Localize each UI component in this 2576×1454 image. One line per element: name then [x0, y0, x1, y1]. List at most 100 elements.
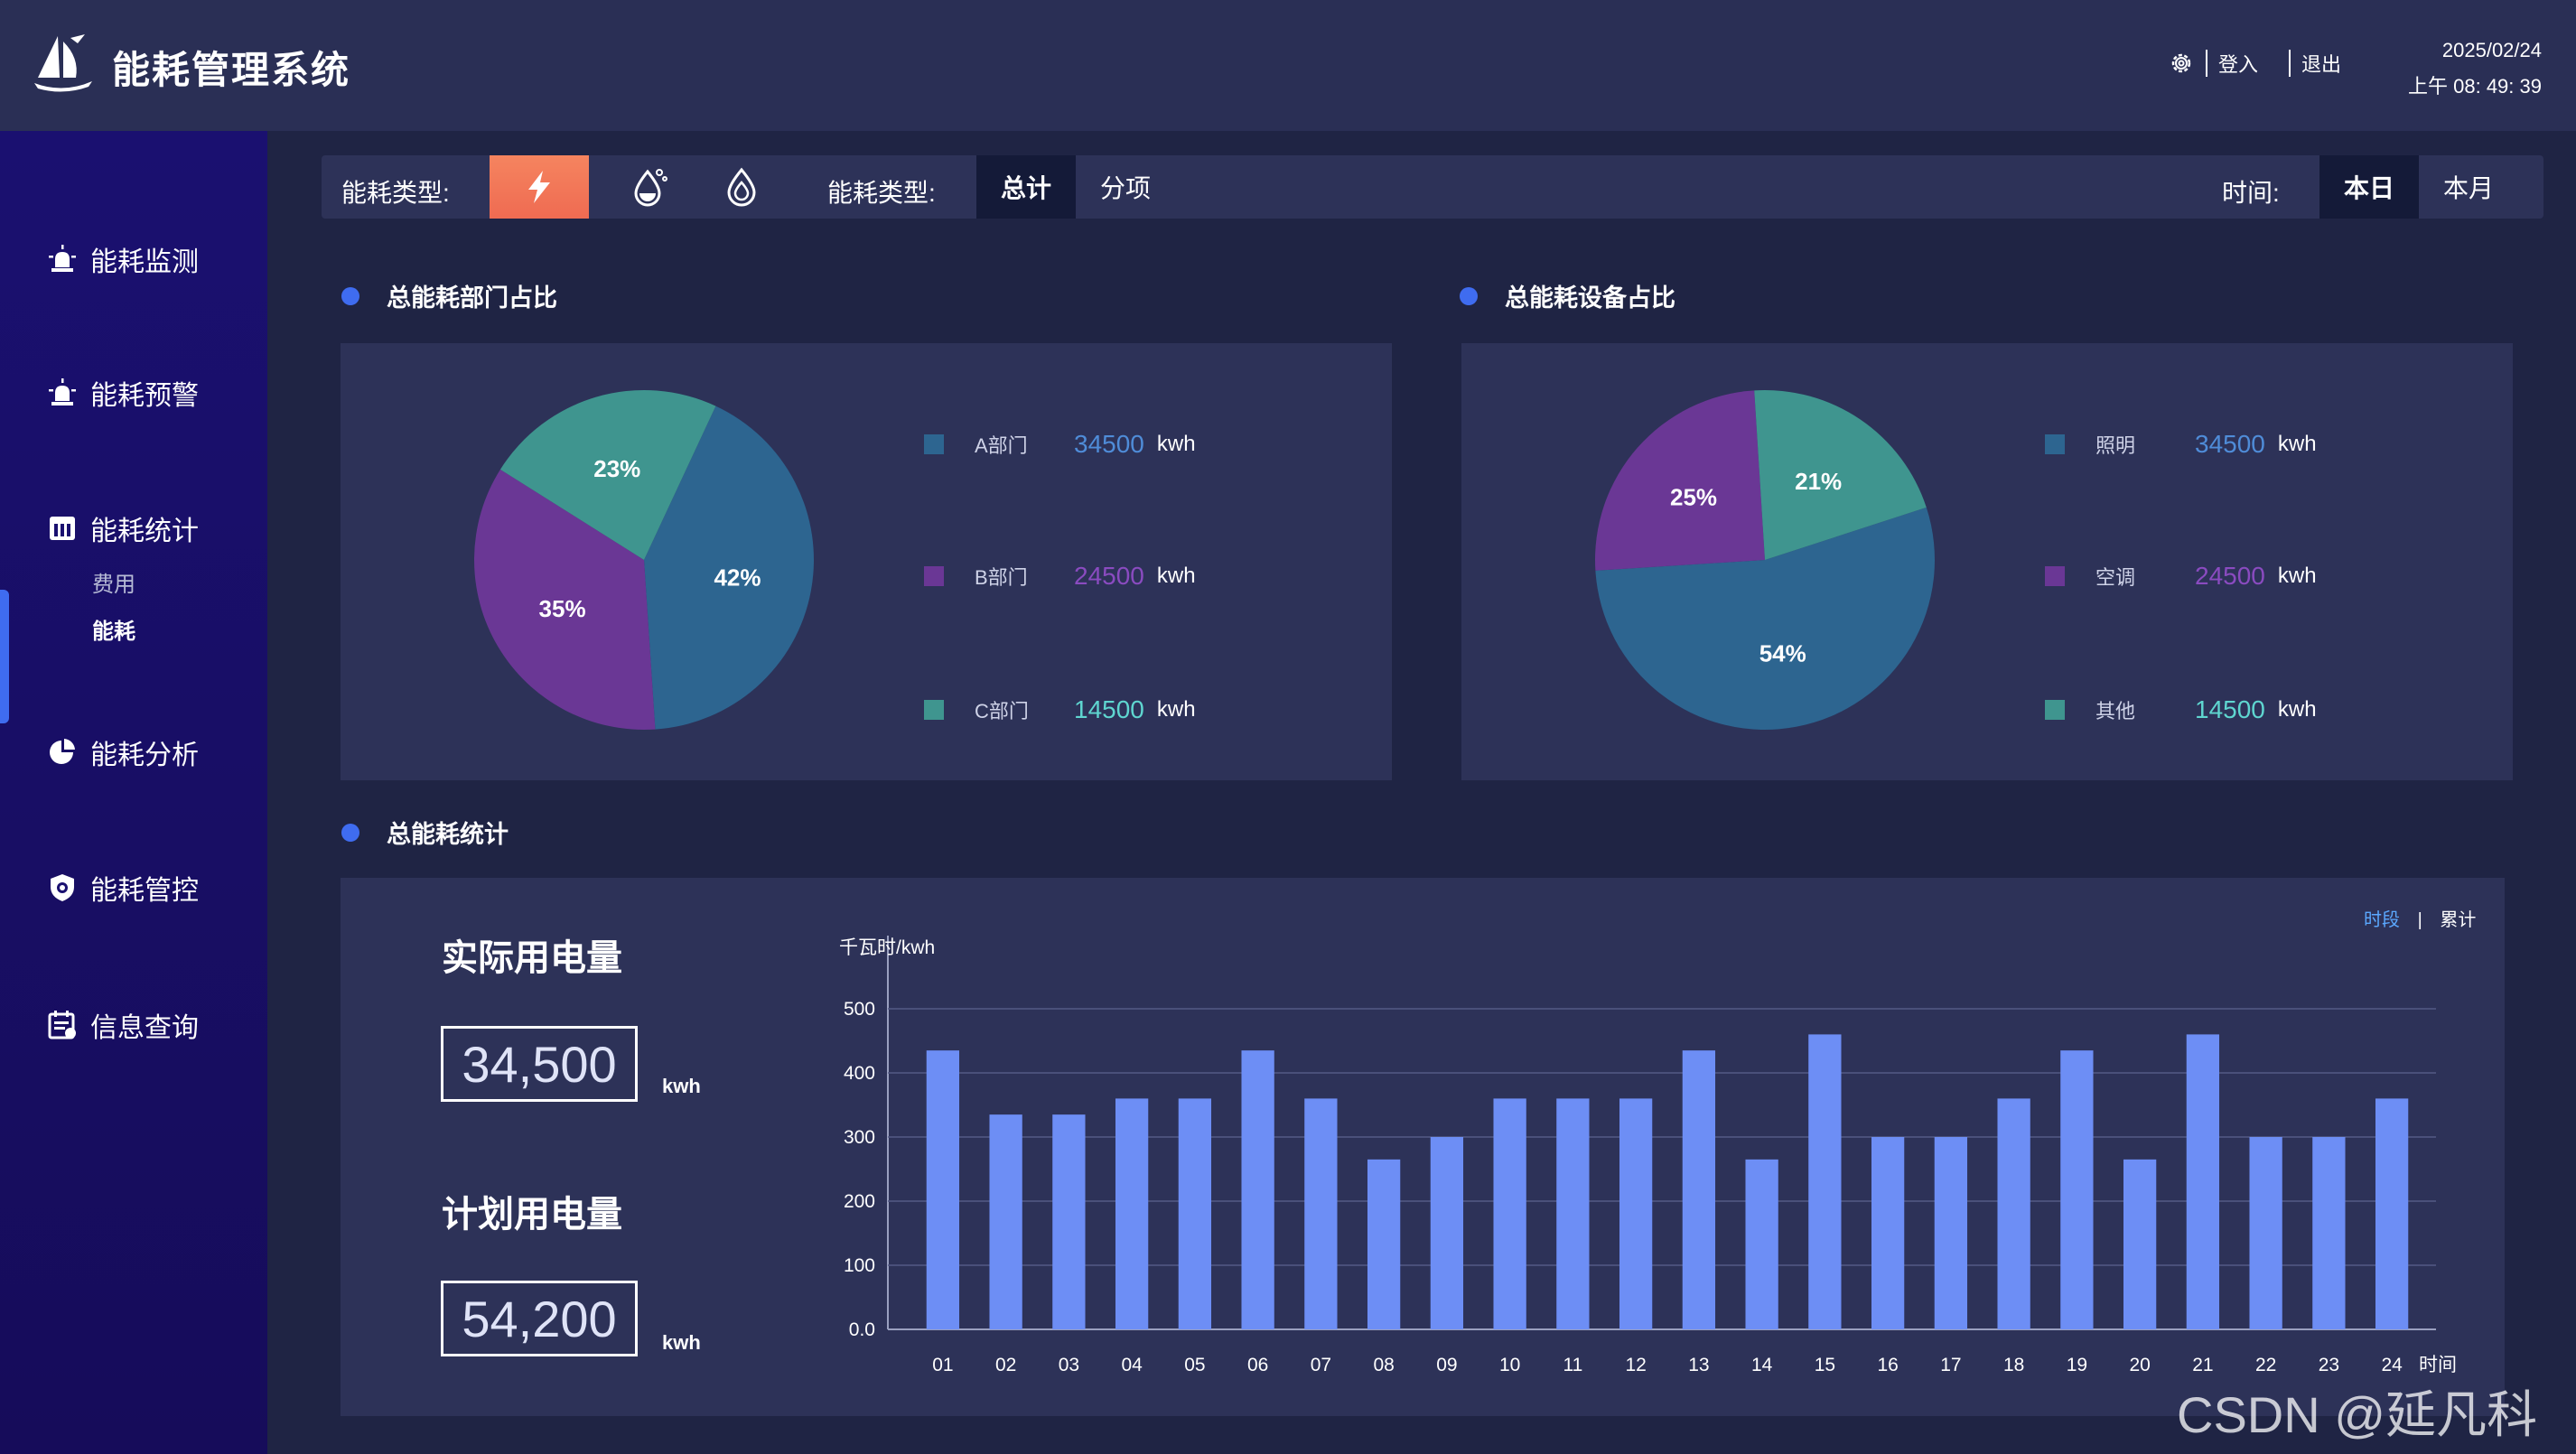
legend-name: 其他 — [2095, 700, 2136, 722]
x-tick-label: 18 — [2003, 1355, 2024, 1375]
lightning-icon — [528, 171, 550, 203]
tab-total[interactable]: 总计 — [976, 155, 1076, 219]
tab-subitem[interactable]: 分项 — [1099, 174, 1151, 202]
login-link[interactable]: 登入 — [2218, 53, 2259, 76]
sidebar-item-label: 能耗统计 — [90, 517, 199, 546]
sidebar-item-analysis[interactable]: 能耗分析 — [47, 732, 199, 772]
x-tick-label: 13 — [1688, 1355, 1709, 1375]
x-tick-label: 11 — [1563, 1355, 1582, 1375]
pie-slice[interactable] — [1754, 390, 1927, 560]
legend-item: A部门 34500 kwh — [924, 430, 1196, 459]
x-tick-label: 10 — [1499, 1355, 1520, 1375]
sidebar-item-query[interactable]: 信息查询 — [47, 1005, 199, 1045]
bar[interactable] — [926, 1050, 960, 1329]
x-tick-label: 23 — [2319, 1355, 2339, 1375]
shield-icon — [51, 874, 74, 901]
legend-item: B部门 24500 kwh — [924, 562, 1196, 591]
legend-swatch — [2045, 566, 2065, 586]
bullet-dot — [341, 823, 359, 842]
bar[interactable] — [1493, 1098, 1526, 1329]
legend-name: 照明 — [2095, 434, 2136, 457]
bar[interactable] — [1934, 1137, 1968, 1329]
y-tick-label: 300 — [844, 1127, 875, 1148]
pie-slice[interactable] — [499, 390, 716, 560]
pie-slice[interactable] — [1595, 390, 1765, 571]
bar[interactable] — [1178, 1098, 1212, 1329]
sidebar-item-warning[interactable]: 能耗预警 — [47, 373, 199, 413]
sidebar-subitem-cost[interactable]: 费用 — [92, 573, 135, 597]
y-tick-label: 100 — [844, 1255, 875, 1276]
stats-panel: 实际用电量 34,500 kwh 计划用电量 54,200 kwh 时段 | 累… — [341, 878, 2505, 1416]
x-tick-label: 03 — [1059, 1355, 1079, 1375]
dept-pie-chart: 42% 35% 23% — [474, 390, 814, 731]
legend-swatch — [2045, 434, 2065, 454]
device-pie-chart: 54% 25% 21% — [1595, 390, 1935, 730]
bar[interactable] — [1304, 1098, 1338, 1329]
actual-usage-value: 34,500 — [441, 1026, 638, 1102]
electricity-filter-button[interactable] — [490, 155, 589, 219]
section-title-text: 总能耗部门占比 — [387, 284, 557, 312]
sidebar-item-label: 信息查询 — [90, 1013, 199, 1043]
bar[interactable] — [1367, 1159, 1401, 1329]
x-tick-label: 20 — [2129, 1355, 2150, 1375]
bar[interactable] — [1619, 1098, 1653, 1329]
legend-value: 24500 — [2195, 562, 2265, 590]
pie-slice[interactable] — [644, 405, 814, 730]
x-tick-label: 05 — [1184, 1355, 1205, 1375]
gear-icon[interactable] — [2168, 50, 2195, 77]
bar[interactable] — [1052, 1114, 1086, 1329]
bar[interactable] — [1556, 1098, 1590, 1329]
tab-month[interactable]: 本月 — [2442, 174, 2494, 202]
y-tick-label: 200 — [844, 1191, 875, 1212]
alarm-light-icon — [49, 378, 76, 405]
sidebar-item-label: 能耗预警 — [90, 381, 199, 411]
x-tick-label: 16 — [1877, 1355, 1898, 1375]
bar[interactable] — [989, 1114, 1022, 1329]
chart-mode-switch: 时段 | 累计 — [2364, 905, 2476, 931]
logout-link[interactable]: 退出 — [2301, 53, 2342, 76]
water-drop-bubbles-icon[interactable] — [625, 164, 670, 210]
sidebar-item-statistics[interactable]: 能耗统计 — [47, 508, 199, 548]
bar[interactable] — [1682, 1050, 1716, 1329]
pie-slice[interactable] — [1595, 507, 1935, 730]
bar[interactable] — [1745, 1159, 1778, 1329]
pie-slice-label: 35% — [539, 595, 586, 622]
y-tick-label: 0.0 — [849, 1319, 875, 1340]
water-drop-icon[interactable] — [719, 164, 764, 210]
x-tick-label: 06 — [1247, 1355, 1268, 1375]
active-indicator — [0, 590, 9, 723]
bar[interactable] — [1871, 1137, 1905, 1329]
bar[interactable] — [1430, 1137, 1464, 1329]
legend-unit: kwh — [1156, 432, 1196, 456]
legend-swatch — [2045, 700, 2065, 720]
bullet-dot — [341, 286, 359, 305]
sidebar-subitem-energy[interactable]: 能耗 — [92, 620, 135, 644]
x-tick-label: 22 — [2255, 1355, 2276, 1375]
planned-usage-value: 54,200 — [441, 1281, 638, 1356]
legend-item: C部门 14500 kwh — [924, 695, 1196, 724]
bar[interactable] — [2375, 1098, 2409, 1329]
tab-today[interactable]: 本日 — [2319, 155, 2419, 219]
legend-value: 24500 — [1074, 562, 1144, 590]
switch-cumulative[interactable]: 累计 — [2440, 910, 2477, 930]
bar[interactable] — [2060, 1050, 2094, 1329]
bar[interactable] — [1808, 1034, 1842, 1329]
legend-value: 14500 — [2195, 695, 2265, 723]
pie-slice-label: 23% — [593, 455, 640, 482]
y-tick-label: 500 — [844, 999, 875, 1020]
pie-slice[interactable] — [474, 469, 656, 731]
sidebar-item-monitor[interactable]: 能耗监测 — [47, 239, 199, 279]
bar[interactable] — [1997, 1098, 2030, 1329]
filter-toolbar: 能耗类型: 能耗类型: 总计 分项 时间: 本日 本月 — [322, 155, 2543, 219]
bar[interactable] — [1115, 1098, 1149, 1329]
switch-separator: | — [2417, 910, 2422, 930]
bar[interactable] — [2186, 1034, 2220, 1329]
bar[interactable] — [2123, 1159, 2157, 1329]
sidebar-item-control[interactable]: 能耗管控 — [47, 868, 199, 908]
bar[interactable] — [2249, 1137, 2282, 1329]
hourly-bar-chart: 0.0 100 200 300 400 500 千瓦时/kwh 01 02 03 04 05 06 07 0… — [839, 936, 2457, 1375]
x-tick-label: 17 — [1940, 1355, 1961, 1375]
bar[interactable] — [1241, 1050, 1274, 1329]
bar[interactable] — [2312, 1137, 2346, 1329]
switch-period[interactable]: 时段 — [2364, 910, 2400, 930]
